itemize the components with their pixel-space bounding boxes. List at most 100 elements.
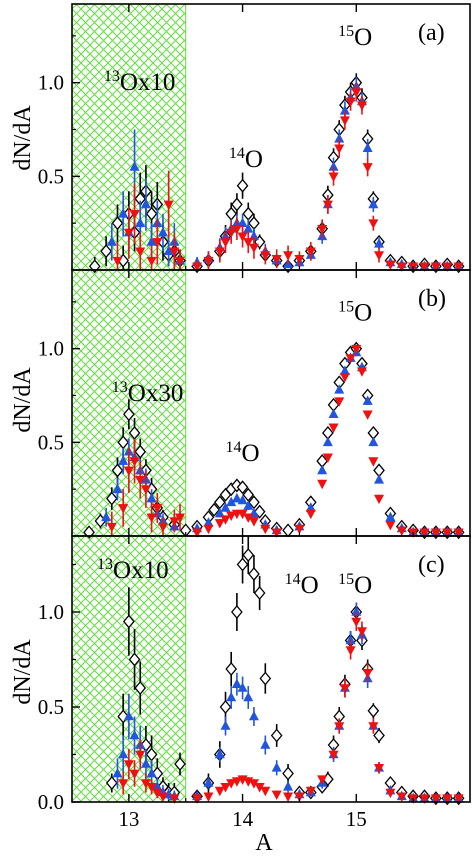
plot-frame-c <box>71 535 471 803</box>
data-point <box>157 226 168 237</box>
data-point <box>317 479 328 490</box>
data-point <box>214 786 225 797</box>
data-point <box>175 513 186 523</box>
data-point <box>226 779 237 789</box>
data-point <box>140 485 151 495</box>
data-point <box>146 256 157 267</box>
data-point <box>135 750 146 761</box>
x-tick-label: 14 <box>232 807 254 831</box>
data-point <box>174 756 186 772</box>
data-point <box>134 444 147 459</box>
data-point <box>123 760 134 770</box>
data-point <box>214 507 225 518</box>
data-point <box>140 758 151 768</box>
panel-a-label: (a) <box>418 20 445 46</box>
data-point <box>231 197 243 212</box>
y-tick-label: 0.5 <box>38 430 64 454</box>
data-point <box>236 480 249 495</box>
data-point <box>368 457 379 467</box>
data-point <box>219 699 232 715</box>
x-tick-label: 15 <box>346 807 367 831</box>
data-point <box>362 668 373 679</box>
data-point <box>203 777 214 787</box>
data-point <box>220 502 231 512</box>
y-tick-label: 1.0 <box>38 337 64 361</box>
data-point <box>203 256 214 267</box>
data-point <box>243 500 254 510</box>
data-point <box>373 728 385 743</box>
data-point <box>226 511 237 522</box>
data-point <box>220 515 231 525</box>
data-point <box>146 513 157 523</box>
data-point <box>169 517 180 527</box>
data-point <box>237 494 248 505</box>
data-point <box>242 547 255 563</box>
data-point <box>328 423 339 433</box>
data-point <box>163 245 174 256</box>
data-point <box>123 407 135 422</box>
data-point <box>385 260 396 271</box>
data-point <box>214 247 225 257</box>
data-point <box>100 244 112 259</box>
panel-b: 0.5 1.0 13Ox30 14O 15O <box>38 269 471 540</box>
data-point <box>453 262 464 272</box>
data-point <box>374 494 385 505</box>
data-point <box>237 232 248 242</box>
y-axis-title-b: dN/dA <box>10 367 36 433</box>
data-point <box>111 463 124 478</box>
data-point <box>118 748 129 759</box>
data-point <box>374 763 385 774</box>
data-point <box>396 262 407 272</box>
data-point <box>220 720 231 730</box>
data-point <box>163 200 174 211</box>
data-point <box>220 782 231 793</box>
data-point <box>328 172 339 182</box>
data-point <box>367 703 380 718</box>
data-point <box>351 617 362 628</box>
data-point <box>112 256 123 267</box>
data-point <box>236 178 249 193</box>
data-point <box>339 684 350 694</box>
nuclide-label: 14O <box>229 145 263 173</box>
data-point <box>396 526 407 537</box>
data-point <box>317 464 328 475</box>
data-point <box>334 144 345 154</box>
data-point <box>226 228 237 239</box>
data-point <box>129 210 140 220</box>
data-point <box>305 786 316 797</box>
data-point <box>385 788 396 799</box>
data-point <box>339 372 350 383</box>
data-point <box>101 511 112 522</box>
data-point <box>105 775 118 791</box>
data-point <box>396 792 407 802</box>
y-tick-label: 0.5 <box>38 164 64 188</box>
data-point <box>322 200 333 211</box>
series-triangle-down-b <box>106 344 464 538</box>
data-point <box>356 101 367 111</box>
data-point <box>112 767 123 778</box>
data-point <box>203 524 214 535</box>
nuclide-label: 13Ox10 <box>104 68 176 96</box>
data-point <box>305 509 316 520</box>
data-point <box>248 243 259 254</box>
data-point <box>192 528 203 538</box>
panel-c: 0.0 0.5 1.0 13Ox10 14O 15O <box>38 535 471 814</box>
data-point <box>220 238 231 248</box>
y-tick-label: 0.0 <box>38 790 64 814</box>
panel-c-label: (c) <box>418 552 445 578</box>
data-point <box>282 523 294 538</box>
data-point <box>129 769 140 780</box>
data-point <box>322 436 333 447</box>
data-point <box>260 251 271 261</box>
data-point <box>283 251 294 261</box>
data-point <box>225 661 238 677</box>
data-point <box>236 557 249 572</box>
data-point <box>123 466 134 477</box>
data-point <box>128 652 141 667</box>
data-point <box>368 436 379 447</box>
series-triangle-down-c <box>118 612 464 804</box>
data-point <box>294 524 305 535</box>
data-point <box>248 517 259 527</box>
data-point <box>169 247 180 257</box>
